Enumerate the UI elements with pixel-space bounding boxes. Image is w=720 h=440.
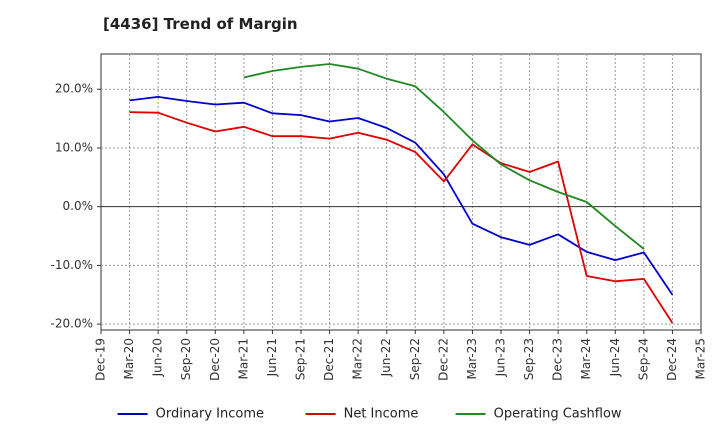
x-tick-label: Dec-22 xyxy=(436,338,450,381)
x-axis-tick-labels: Dec-19 Mar-20 Jun-20 Sep-20 Dec-20 Mar-21 Jun-… xyxy=(94,338,708,381)
x-tick-label: Mar-21 xyxy=(236,338,250,379)
chart-title: [4436] Trend of Margin xyxy=(103,15,298,33)
x-tick-label: Sep-24 xyxy=(636,338,650,380)
x-tick-label: Dec-19 xyxy=(94,338,108,381)
x-tick-label: Sep-22 xyxy=(408,338,422,380)
x-tick-label: Dec-20 xyxy=(208,338,222,381)
x-tick-label: Jun-22 xyxy=(379,338,393,377)
x-tick-label: Mar-22 xyxy=(351,338,365,379)
x-tick-label: Jun-20 xyxy=(151,338,165,377)
x-tick-label: Mar-25 xyxy=(694,338,708,379)
y-tick-label: 10.0% xyxy=(55,140,93,154)
x-tick-label: Mar-23 xyxy=(465,338,479,379)
net-income-line xyxy=(129,111,674,324)
legend-label-ordinary-income: Ordinary Income xyxy=(156,407,264,422)
y-tick-label: 0.0% xyxy=(63,199,94,213)
legend: Ordinary Income Net Income Operating Cashf… xyxy=(117,407,622,422)
x-tick-label: Mar-24 xyxy=(579,338,593,379)
x-tick-label: Sep-21 xyxy=(294,338,308,380)
legend-label-net-income: Net Income xyxy=(344,407,419,422)
y-tick-label: 20.0% xyxy=(55,82,93,96)
x-tick-label: Sep-20 xyxy=(179,338,193,380)
legend-label-operating-cashflow: Operating Cashflow xyxy=(494,407,622,422)
y-axis-tick-labels: 20.0% 10.0% 0.0% -10.0% -20.0% xyxy=(51,82,93,331)
plot-area xyxy=(100,53,702,331)
y-tick-label: -20.0% xyxy=(51,317,93,331)
x-tick-label: Jun-23 xyxy=(494,338,508,377)
x-tick-label: Dec-21 xyxy=(322,338,336,381)
y-tick-label: -10.0% xyxy=(51,258,93,272)
vertical-gridlines xyxy=(100,54,702,334)
operating-cashflow-line xyxy=(243,63,645,250)
x-tick-label: Mar-20 xyxy=(122,338,136,379)
horizontal-gridlines xyxy=(97,88,701,325)
ordinary-income-line xyxy=(129,96,674,296)
x-tick-label: Jun-24 xyxy=(608,338,622,377)
x-tick-label: Sep-23 xyxy=(522,338,536,380)
series-lines xyxy=(129,63,674,324)
x-tick-label: Dec-23 xyxy=(551,338,565,381)
x-tick-label: Jun-21 xyxy=(265,338,279,377)
x-tick-label: Dec-24 xyxy=(665,338,679,381)
